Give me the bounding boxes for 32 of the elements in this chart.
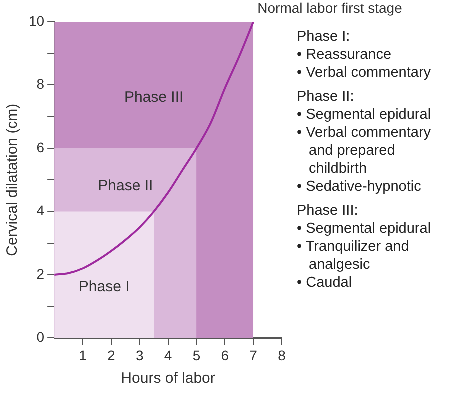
- text: • Sedative-hypnotic: [297, 178, 422, 196]
- text: • Verbal commentary and prepared childbirth: [297, 124, 432, 178]
- x-tick-label: 6: [221, 347, 230, 364]
- y-axis-title: Cervical dilatation (cm): [4, 104, 22, 256]
- text: • Verbal commentary: [297, 64, 432, 82]
- y-tick-label: 4: [36, 202, 45, 219]
- x-tick-label: 2: [108, 347, 116, 364]
- text: • Reassurance: [297, 46, 393, 64]
- series-label: Phase I: [78, 278, 130, 296]
- x-axis-title: Hours of labor: [121, 370, 216, 388]
- text: Phase I:: [297, 28, 352, 46]
- y-tick-label: 10: [28, 12, 45, 29]
- y-tick-label: 2: [36, 266, 45, 282]
- text: • Segmental epidural: [297, 106, 432, 124]
- x-tick-label: 7: [250, 347, 258, 364]
- x-tick-label: 5: [192, 347, 201, 364]
- text: • Tranquilizer and analgesic: [297, 238, 410, 274]
- line-series: [54, 22, 255, 276]
- series-label: Phase III: [124, 89, 184, 106]
- text: Phase III:: [297, 202, 360, 220]
- x-tick-label: 3: [136, 347, 144, 364]
- text: • Caudal: [297, 274, 354, 292]
- y-tick-label: 0: [36, 329, 45, 346]
- text: • Segmental epidural: [297, 220, 432, 238]
- y-tick-label: 6: [36, 139, 45, 156]
- x-tick-label: 1: [79, 347, 88, 364]
- text: Phase II:: [297, 88, 356, 106]
- text: Normal labor first stage: [256, 0, 404, 16]
- series-label: Phase II: [98, 178, 154, 195]
- x-tick-label: 8: [278, 347, 286, 364]
- y-tick-label: 8: [36, 76, 45, 92]
- x-tick-label: 4: [164, 347, 172, 364]
